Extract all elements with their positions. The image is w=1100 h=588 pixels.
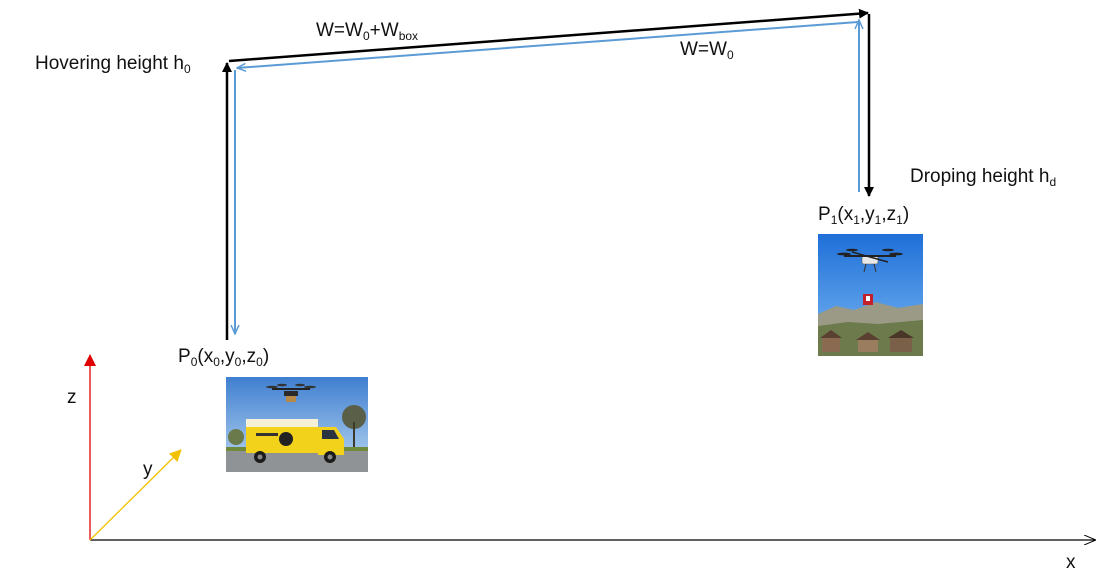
y-axis-arrow [89, 449, 182, 541]
delivery-truck-photo [226, 377, 368, 472]
drone-drop-photo [818, 234, 923, 356]
unloaded-weight-label: W=W0 [680, 39, 734, 62]
p0-label: P0(x0,y0,z0) [178, 346, 270, 369]
loaded-cruise-arrow [228, 8, 869, 63]
p1-label: P1(x1,y1,z1) [818, 204, 910, 227]
droping-height-label: Droping height hd [910, 166, 1057, 189]
hovering-height-label: Hovering height h0 [35, 53, 191, 76]
unloaded-cruise-arrow [237, 21, 859, 68]
x-axis-label: x [1066, 552, 1076, 573]
loaded-weight-label: W=W0+Wbox [316, 20, 419, 43]
z-axis-label: z [67, 387, 77, 408]
y-axis-label: y [143, 459, 153, 480]
